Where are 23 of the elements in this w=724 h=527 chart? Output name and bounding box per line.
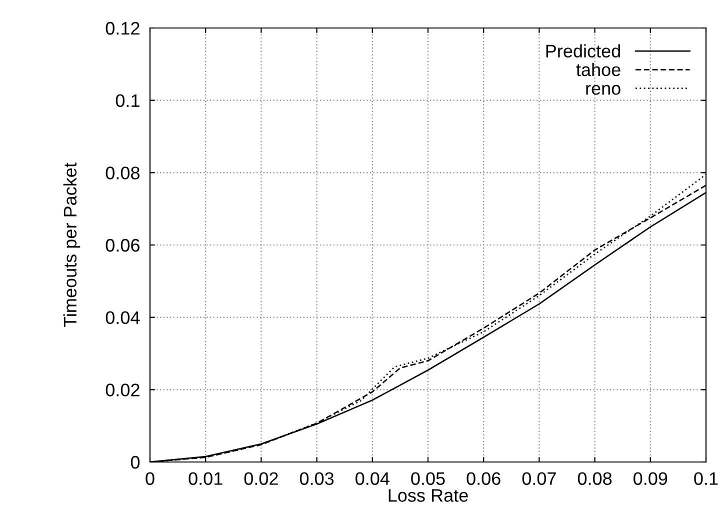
x-tick-label: 0.05	[411, 472, 445, 485]
y-tick-label: 0	[130, 456, 140, 469]
y-tick-label: 0.06	[106, 238, 140, 252]
x-tick-label: 0.04	[356, 472, 390, 485]
legend-label: reno	[586, 84, 620, 95]
y-tick-label: 0.08	[106, 166, 140, 180]
y-axis-title: Timeouts per Packet	[63, 162, 80, 328]
y-tick-label: 0.04	[106, 311, 140, 324]
x-tick-label: 0.01	[188, 472, 222, 485]
x-tick-label: 0.09	[634, 472, 668, 485]
legend-label: Predicted	[546, 44, 620, 58]
legend-label: tahoe	[576, 62, 620, 76]
x-axis-title: Loss Rate	[388, 489, 468, 502]
x-tick-label: 0.06	[466, 472, 500, 485]
x-tick-label: 0.07	[522, 472, 556, 485]
x-tick-label: 0.08	[578, 472, 612, 485]
x-tick-label: 0.1	[694, 472, 718, 485]
x-tick-label: 0	[146, 472, 154, 485]
y-tick-label: 0.1	[116, 94, 140, 108]
y-tick-label: 0.02	[106, 384, 140, 396]
x-tick-label: 0.02	[244, 472, 278, 485]
x-tick-label: 0.03	[300, 472, 334, 485]
y-tick-label: 0.12	[106, 22, 140, 35]
